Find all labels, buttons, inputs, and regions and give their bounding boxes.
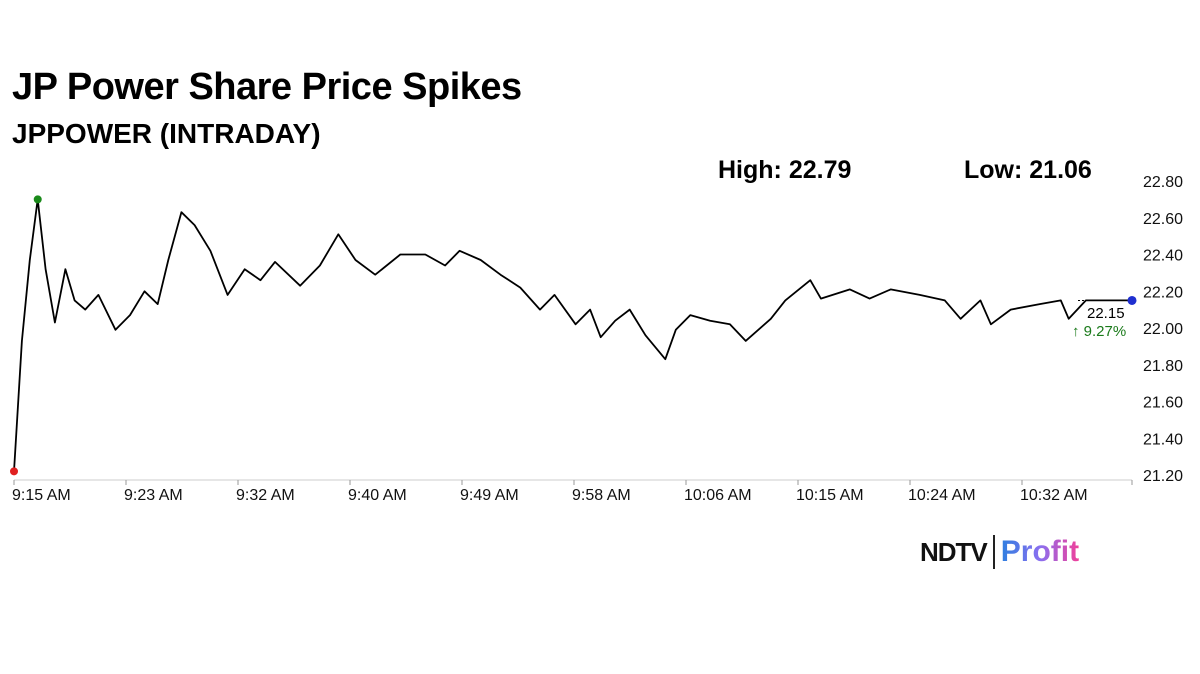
last-value-label: 22.15 <box>1087 305 1125 322</box>
change-percent-label: ↑ 9.27% <box>1072 323 1126 340</box>
high-point-marker <box>33 195 42 204</box>
y-tick-label: 22.80 <box>1143 174 1183 191</box>
logo-divider <box>992 535 995 569</box>
y-tick-label: 21.40 <box>1143 431 1183 448</box>
x-tick-label: 9:23 AM <box>124 487 183 504</box>
logo-profit: Profit <box>1000 535 1080 568</box>
annotations: 22.15↑ 9.27% <box>10 195 1137 476</box>
chart-title: JP Power Share Price Spikes <box>12 66 522 108</box>
x-tick-label: 9:58 AM <box>572 487 631 504</box>
x-tick-label: 9:15 AM <box>12 487 71 504</box>
price-series <box>13 198 1132 472</box>
y-tick-label: 21.60 <box>1143 395 1183 412</box>
x-tick-label: 9:40 AM <box>348 487 407 504</box>
end-point-marker <box>1127 295 1137 305</box>
low-label: Low: 21.06 <box>964 156 1092 184</box>
x-tick-label: 9:32 AM <box>236 487 295 504</box>
y-tick-label: 21.80 <box>1143 358 1183 375</box>
x-tick-label: 10:15 AM <box>796 487 864 504</box>
x-tick-label: 10:32 AM <box>1020 487 1088 504</box>
logo-ndtv: NDTV <box>920 536 988 567</box>
x-tick-label: 9:49 AM <box>460 487 519 504</box>
ndtv-profit-logo: NDTV Profit <box>920 532 1079 572</box>
chart-subtitle: JPPOWER (INTRADAY) <box>12 118 321 149</box>
x-axis: 9:15 AM 9:23 AM 9:32 AM 9:40 AM 9:49 AM 9:58 … <box>12 479 1133 504</box>
x-tick-label: 10:06 AM <box>684 487 752 504</box>
start-point-marker <box>10 467 18 476</box>
x-tick-label: 10:24 AM <box>908 487 976 504</box>
y-tick-label: 22.00 <box>1143 321 1183 338</box>
price-line <box>13 198 1132 472</box>
high-label: High: 22.79 <box>718 156 852 184</box>
y-tick-label: 22.60 <box>1143 211 1183 228</box>
y-axis: 22.80 22.60 22.40 22.20 22.00 21.80 21.60 21.40… <box>1143 174 1183 485</box>
y-tick-label: 22.40 <box>1143 248 1183 265</box>
y-tick-label: 22.20 <box>1143 284 1183 301</box>
y-tick-label: 21.20 <box>1143 468 1183 485</box>
